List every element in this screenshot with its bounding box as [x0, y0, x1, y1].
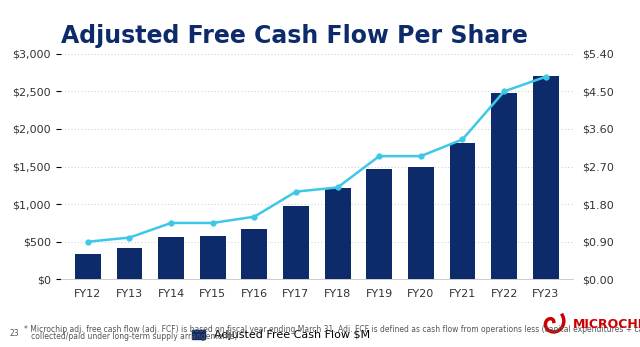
Text: MICROCHIP: MICROCHIP — [573, 318, 640, 331]
Bar — [241, 229, 268, 279]
Bar — [533, 76, 559, 279]
Text: Adjusted Free Cash Flow Per Share: Adjusted Free Cash Flow Per Share — [61, 24, 527, 48]
Text: collected/paid under long-term supply arrangements): collected/paid under long-term supply ar… — [24, 332, 237, 341]
Bar — [492, 93, 517, 279]
Text: 23: 23 — [10, 329, 19, 338]
Bar — [366, 169, 392, 279]
Bar — [324, 188, 351, 279]
Bar — [116, 248, 142, 279]
Bar — [449, 143, 476, 279]
Bar — [75, 254, 100, 279]
Bar — [408, 167, 434, 279]
Legend: Adjusted Free Cash Flow $M: Adjusted Free Cash Flow $M — [188, 325, 374, 345]
Bar — [283, 206, 309, 279]
Bar — [200, 237, 226, 279]
Bar — [158, 237, 184, 279]
Text: * Microchip adj. free cash flow (adj. FCF) is based on fiscal year ending March : * Microchip adj. free cash flow (adj. FC… — [24, 325, 640, 334]
